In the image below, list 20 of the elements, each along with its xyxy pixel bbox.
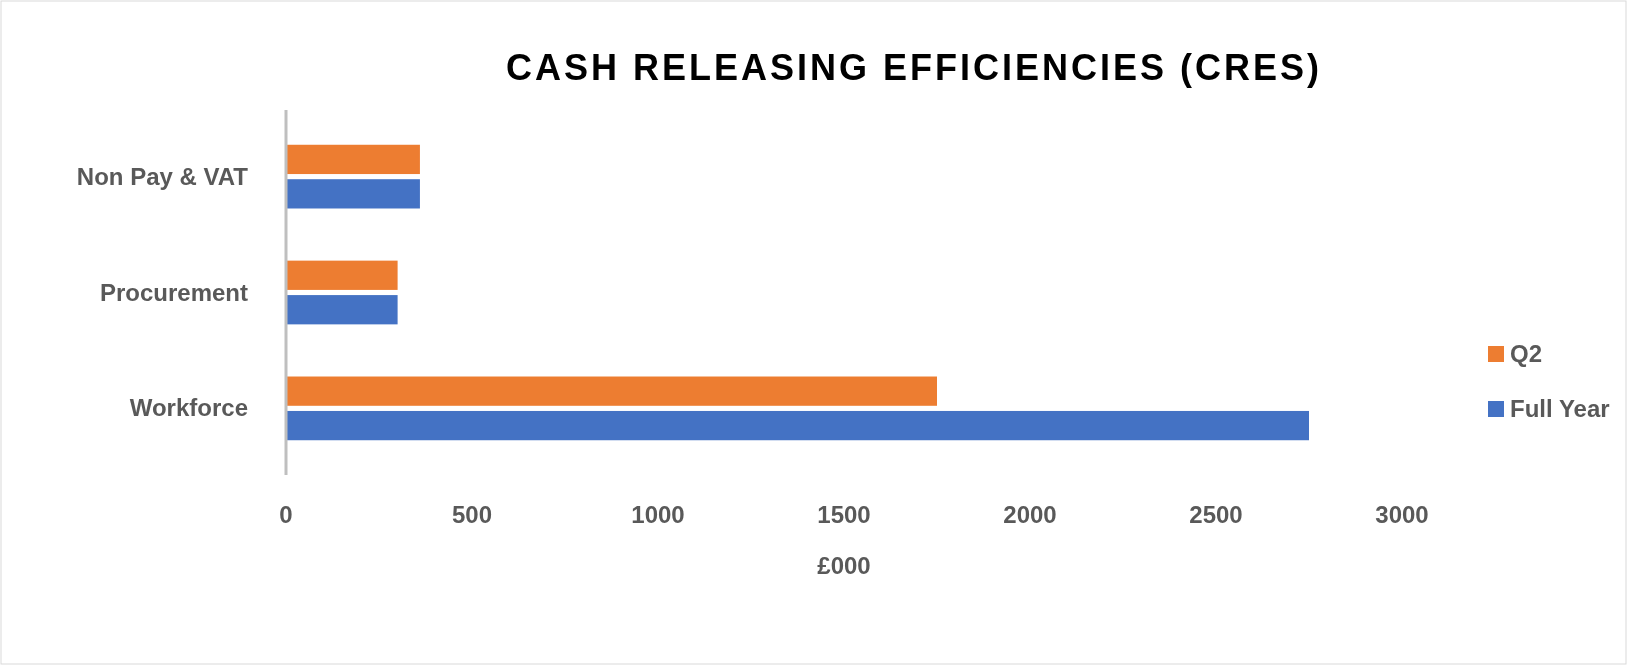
legend-label: Full Year [1510,395,1610,422]
y-tick-label: Non Pay & VAT [76,162,249,190]
y-tick-label: Procurement [99,278,248,306]
x-tick-label: 0 [279,501,293,528]
x-tick-label: 1000 [631,501,685,528]
chart-title: CASH RELEASING EFFICIENCIES (CRES) [505,47,1323,88]
x-tick-label: 2500 [1189,501,1243,528]
y-tick-label: Workforce [129,394,248,422]
bar [286,376,937,406]
x-tick-label: 3000 [1375,501,1429,528]
x-tick-label: 500 [451,501,493,528]
legend-label: Q2 [1510,340,1543,367]
x-tick-label: 2000 [1003,501,1057,528]
bar [286,295,398,325]
bar [286,260,398,290]
bar [286,179,420,209]
x-tick-label: 1500 [817,501,871,528]
bar [286,410,1309,441]
x-axis-title: £000 [817,552,871,579]
bar [286,144,420,175]
